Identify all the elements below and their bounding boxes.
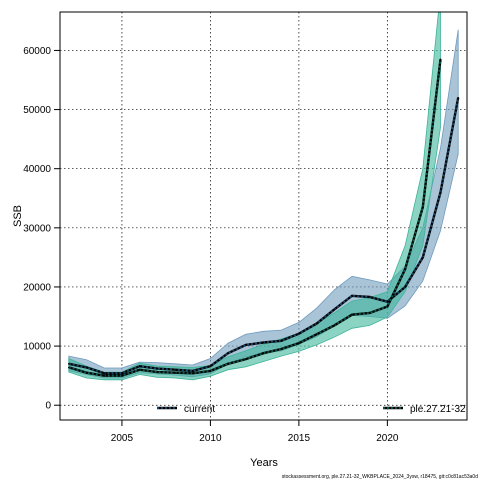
data-point [156, 367, 159, 370]
data-point [103, 372, 105, 375]
x-tick-label: 2015 [288, 433, 311, 444]
y-tick-label: 10000 [23, 342, 51, 353]
data-point [368, 296, 371, 298]
x-axis-title: Years [250, 457, 278, 469]
x-axis: 2005 2010 2015 2020 [111, 420, 399, 444]
data-point [280, 348, 283, 350]
y-axis: 0 10000 20000 30000 40000 50000 60000 [23, 46, 60, 412]
x-tick-label: 2020 [376, 433, 399, 444]
data-point [422, 256, 424, 259]
series-lines [68, 58, 460, 377]
data-point [138, 368, 141, 371]
data-point [298, 332, 300, 335]
data-point [227, 352, 229, 355]
data-point [103, 374, 105, 377]
data-point [174, 371, 176, 374]
data-point [85, 366, 88, 369]
data-point [439, 58, 442, 61]
data-point [209, 365, 212, 368]
data-point [422, 206, 424, 208]
data-point [262, 341, 265, 344]
y-tick-label: 60000 [23, 46, 51, 57]
legend-item-0: current [157, 404, 215, 415]
y-axis-title: SSB [12, 205, 24, 227]
grid-lines [60, 12, 467, 420]
data-point [315, 333, 318, 336]
data-point [156, 371, 159, 373]
data-point [351, 313, 353, 316]
footer-text: stockassessment.org, ple.27.21-32_WKBPLA… [282, 474, 478, 480]
legend: current ple.27.21-32 [157, 404, 466, 415]
data-point [280, 340, 283, 342]
data-point [121, 374, 123, 377]
data-point [439, 191, 442, 194]
legend-item-1: ple.27.21-32 [383, 404, 466, 415]
data-point [457, 96, 460, 99]
series-line-1 [68, 59, 442, 377]
x-tick-label: 2010 [199, 433, 222, 444]
legend-label: ple.27.21-32 [410, 404, 466, 415]
data-point [85, 371, 88, 374]
data-point [138, 365, 141, 368]
y-tick-label: 20000 [23, 282, 51, 293]
data-point [333, 324, 336, 327]
data-point [404, 268, 406, 271]
confidence-band-1 [68, 12, 441, 381]
data-point [209, 370, 212, 372]
y-tick-label: 40000 [23, 164, 51, 175]
data-point [386, 300, 389, 303]
data-point [191, 370, 194, 372]
data-point [245, 344, 247, 346]
data-point [121, 372, 123, 375]
data-point [262, 352, 265, 355]
x-tick-label: 2005 [111, 433, 134, 444]
confidence-bands [68, 12, 459, 381]
data-point [368, 312, 371, 314]
data-point [245, 358, 247, 360]
data-point [315, 322, 318, 325]
data-point [68, 363, 70, 365]
data-point [174, 368, 176, 371]
data-point [404, 286, 406, 288]
y-tick-label: 0 [45, 401, 51, 412]
data-point [68, 366, 70, 369]
data-point [227, 363, 229, 365]
y-tick-label: 50000 [23, 105, 51, 116]
data-point [298, 342, 300, 344]
legend-label: current [184, 404, 215, 415]
plot-frame [59, 11, 468, 421]
data-point [191, 372, 194, 375]
data-point [333, 308, 336, 311]
data-point [386, 305, 389, 308]
data-point [351, 295, 353, 297]
y-tick-label: 30000 [23, 223, 51, 234]
